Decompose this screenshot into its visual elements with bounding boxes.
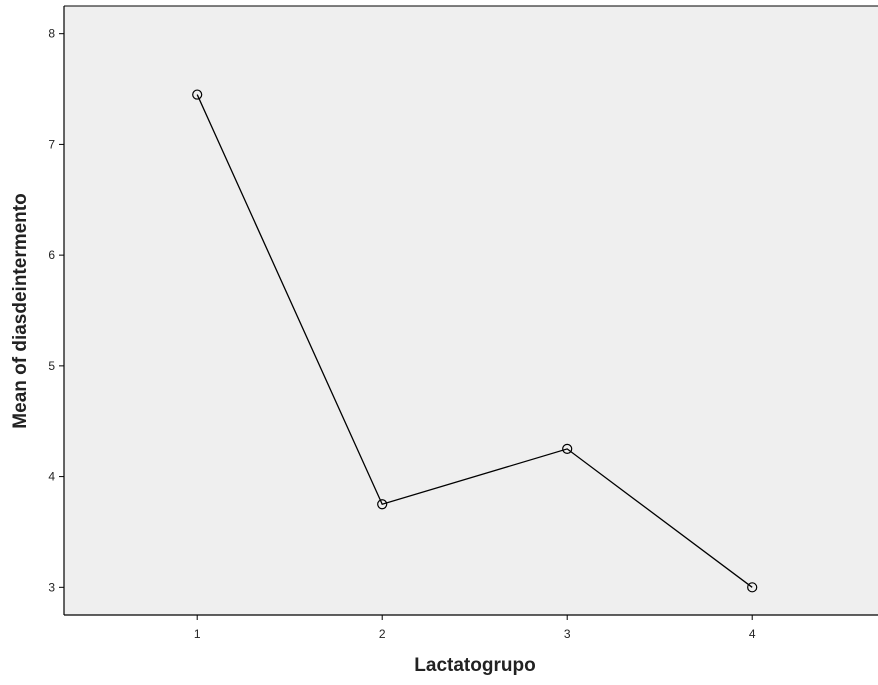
data-point-marker [747, 582, 758, 593]
data-point-marker [192, 89, 203, 100]
series-line [196, 94, 753, 588]
x-tick-label: 3 [564, 627, 571, 641]
x-tick-label: 2 [379, 627, 386, 641]
y-tick-label: 4 [48, 470, 55, 484]
y-tick-label: 3 [48, 580, 55, 594]
x-axis-ticks: 1 2 3 4 [194, 615, 756, 641]
y-tick-label: 5 [48, 359, 55, 373]
data-point-marker [562, 443, 573, 455]
y-tick-label: 8 [48, 27, 55, 41]
y-axis-title: Mean of diasdeintermento [10, 193, 31, 428]
plot-area-background [64, 6, 878, 615]
x-tick-label: 4 [749, 627, 756, 641]
data-point-marker [377, 499, 388, 510]
y-tick-label: 6 [48, 248, 55, 262]
y-tick-label: 7 [48, 137, 55, 151]
x-axis-title: Lactatogrupo [414, 655, 535, 676]
y-axis-ticks: 3 4 5 6 7 8 [48, 27, 64, 594]
x-tick-label: 1 [194, 627, 201, 641]
series-group [192, 89, 758, 593]
